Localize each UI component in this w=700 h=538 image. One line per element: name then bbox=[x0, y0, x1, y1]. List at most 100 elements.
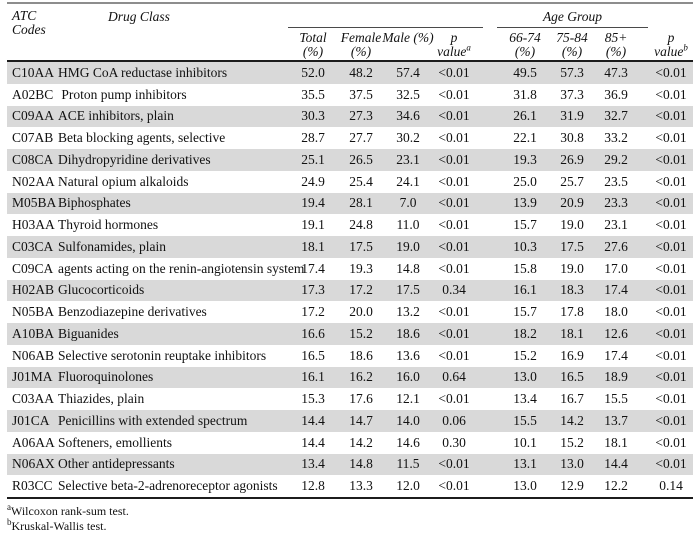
value-cell: 14.7 bbox=[349, 412, 373, 428]
value-cell: 12.9 bbox=[560, 478, 584, 494]
value-cell: 12.8 bbox=[301, 478, 325, 494]
value-cell: <0.01 bbox=[438, 456, 470, 472]
value-cell: 16.5 bbox=[301, 347, 325, 363]
footnote-b: bKruskal-Wallis test. bbox=[7, 517, 107, 534]
value-cell: 13.6 bbox=[396, 347, 420, 363]
value-cell: <0.01 bbox=[655, 434, 687, 450]
atc-code-cell: H02AB bbox=[12, 282, 55, 298]
value-cell: 35.5 bbox=[301, 86, 325, 102]
drug-class-cell: Biphosphates bbox=[58, 195, 131, 211]
value-cell: 32.5 bbox=[396, 86, 420, 102]
value-cell: 14.4 bbox=[301, 434, 325, 450]
value-cell: 7.0 bbox=[399, 195, 417, 211]
stats-group-rule bbox=[288, 27, 483, 28]
column-header-p-value-age: p valueb bbox=[654, 30, 688, 59]
value-cell: <0.01 bbox=[655, 173, 687, 189]
table-row: C03AA Thiazides, plain 15.3 17.6 12.1 <0.01 13… bbox=[7, 388, 693, 410]
value-cell: 15.5 bbox=[604, 391, 628, 407]
atc-code-cell: H03AA bbox=[12, 217, 55, 233]
value-cell: 17.4 bbox=[301, 260, 325, 276]
value-cell: 19.3 bbox=[349, 260, 373, 276]
column-header-p-value-sex: p valuea bbox=[437, 30, 471, 59]
value-cell: 49.5 bbox=[513, 64, 537, 80]
value-cell: 13.4 bbox=[301, 456, 325, 472]
value-cell: 18.3 bbox=[560, 282, 584, 298]
value-cell: 12.1 bbox=[396, 391, 420, 407]
value-cell: 19.1 bbox=[301, 217, 325, 233]
value-cell: 30.8 bbox=[560, 130, 584, 146]
value-cell: <0.01 bbox=[655, 238, 687, 254]
value-cell: 18.0 bbox=[604, 304, 628, 320]
drug-class-cell: agents acting on the renin-angiotensin s… bbox=[58, 260, 305, 276]
drug-class-cell: Dihydropyridine derivatives bbox=[58, 151, 211, 167]
value-cell: 15.2 bbox=[513, 347, 537, 363]
value-cell: <0.01 bbox=[655, 391, 687, 407]
value-cell: 15.2 bbox=[560, 434, 584, 450]
value-cell: 20.9 bbox=[560, 195, 584, 211]
value-cell: 24.8 bbox=[349, 217, 373, 233]
value-cell: 23.3 bbox=[604, 195, 628, 211]
value-cell: 14.8 bbox=[396, 260, 420, 276]
value-cell: 17.8 bbox=[560, 304, 584, 320]
atc-code-cell: A10BA bbox=[12, 325, 55, 341]
value-cell: 17.6 bbox=[349, 391, 373, 407]
value-cell: <0.01 bbox=[655, 456, 687, 472]
value-cell: <0.01 bbox=[438, 86, 470, 102]
value-cell: 13.7 bbox=[604, 412, 628, 428]
column-header-total: Total (%) bbox=[299, 30, 327, 59]
table-row: M05BA Biphosphates 19.4 28.1 7.0 <0.01 13.9 20.… bbox=[7, 192, 693, 215]
value-cell: 28.1 bbox=[349, 195, 373, 211]
value-cell: 17.2 bbox=[349, 282, 373, 298]
value-cell: 14.8 bbox=[349, 456, 373, 472]
value-cell: 23.1 bbox=[396, 151, 420, 167]
value-cell: <0.01 bbox=[438, 217, 470, 233]
table-row: N02AA Natural opium alkaloids 24.9 25.4 24.1… bbox=[7, 170, 693, 193]
atc-code-cell: J01MA bbox=[12, 369, 53, 385]
value-cell: 24.9 bbox=[301, 173, 325, 189]
value-cell: 13.1 bbox=[513, 456, 537, 472]
value-cell: <0.01 bbox=[655, 151, 687, 167]
table-row: A02BC Proton pump inhibitors 35.5 37.5 32.5… bbox=[7, 83, 693, 106]
value-cell: 25.1 bbox=[301, 151, 325, 167]
table-body: C10AA HMG CoA reductase inhibitors 52.0 48.… bbox=[7, 60, 693, 499]
value-cell: 13.0 bbox=[513, 478, 537, 494]
drug-class-cell: Thyroid hormones bbox=[58, 217, 159, 233]
value-cell: 32.7 bbox=[604, 108, 628, 124]
drug-class-cell: Softeners, emollients bbox=[58, 434, 172, 450]
atc-code-cell: C08CA bbox=[12, 151, 54, 167]
table-row: R03CC Selective beta-2-adrenoreceptor ago… bbox=[7, 475, 693, 497]
value-cell: 31.8 bbox=[513, 86, 537, 102]
table-row: A10BA Biguanides 16.6 15.2 18.6 <0.01 18.2 18.1… bbox=[7, 323, 693, 345]
value-cell: 17.5 bbox=[560, 238, 584, 254]
drug-class-cell: Proton pump inhibitors bbox=[58, 86, 187, 102]
value-cell: <0.01 bbox=[655, 260, 687, 276]
table-row: C07AB Beta blocking agents, selective 28.7… bbox=[7, 127, 693, 149]
table-row: C09CA agents acting on the renin-angioten… bbox=[7, 257, 693, 280]
value-cell: <0.01 bbox=[655, 282, 687, 298]
drug-class-cell: Selective serotonin reuptake inhibitors bbox=[58, 347, 267, 363]
atc-code-cell: N05BA bbox=[12, 304, 55, 320]
value-cell: 11.5 bbox=[396, 456, 420, 472]
drug-class-cell: Glucocorticoids bbox=[58, 282, 145, 298]
value-cell: <0.01 bbox=[655, 86, 687, 102]
column-header-atc-codes: ATC Codes bbox=[12, 9, 46, 37]
table-row: H03AA Thyroid hormones 19.1 24.8 11.0 <0.01 15… bbox=[7, 214, 693, 236]
value-cell: 16.1 bbox=[513, 282, 537, 298]
value-cell: 17.4 bbox=[604, 347, 628, 363]
value-cell: 10.3 bbox=[513, 238, 537, 254]
value-cell: <0.01 bbox=[438, 391, 470, 407]
value-cell: 13.0 bbox=[513, 369, 537, 385]
value-cell: 27.6 bbox=[604, 238, 628, 254]
value-cell: 17.0 bbox=[604, 260, 628, 276]
value-cell: 0.34 bbox=[442, 282, 466, 298]
value-cell: 37.3 bbox=[560, 86, 584, 102]
atc-code-cell: M05BA bbox=[12, 195, 57, 211]
table-row: A06AA Softeners, emollients 14.4 14.2 14.6 0.… bbox=[7, 431, 693, 454]
atc-code-cell: C10AA bbox=[12, 64, 55, 80]
atc-code-cell: N06AX bbox=[12, 456, 55, 472]
value-cell: <0.01 bbox=[438, 151, 470, 167]
value-cell: <0.01 bbox=[655, 369, 687, 385]
drug-class-cell: Sulfonamides, plain bbox=[58, 238, 166, 254]
atc-code-cell: C09AA bbox=[12, 108, 55, 124]
drug-class-cell: Penicillins with extended spectrum bbox=[58, 412, 248, 428]
